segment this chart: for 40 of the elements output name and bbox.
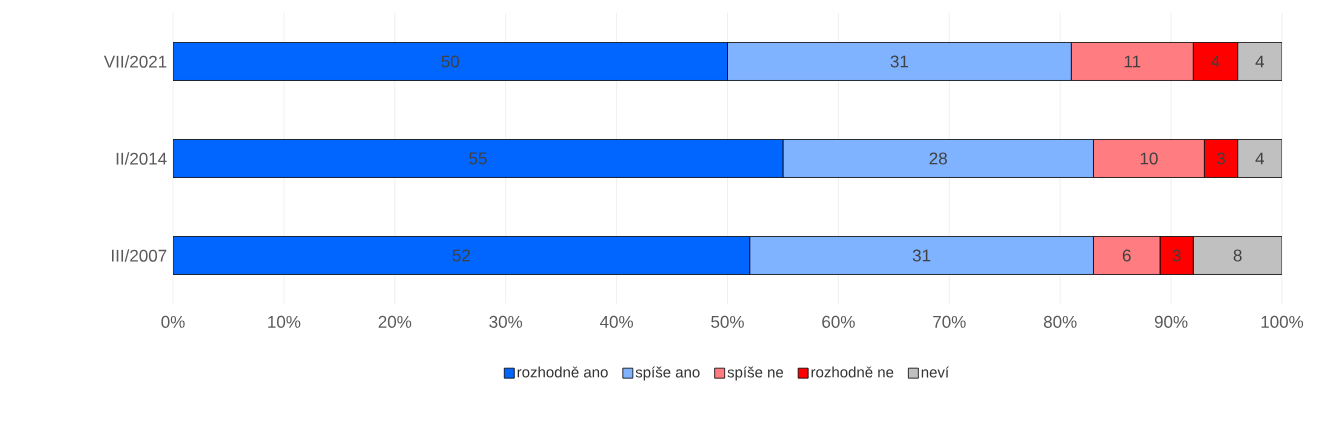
- data-label: 4: [1211, 55, 1220, 68]
- bar: [1237, 139, 1282, 178]
- data-label: 10: [1140, 152, 1158, 165]
- data-label: 31: [912, 249, 931, 262]
- data-label: 3: [1172, 249, 1181, 262]
- x-tick-label: 80%: [1043, 315, 1077, 328]
- data-label: 4: [1255, 152, 1265, 165]
- legend-label: rozhodně ne: [811, 366, 894, 378]
- x-tick-label: 60%: [822, 315, 855, 328]
- data-label: 3: [1216, 152, 1225, 165]
- x-tick-label: 70%: [933, 315, 966, 328]
- x-tick-label: 20%: [378, 315, 412, 328]
- x-tick-label: 90%: [1154, 315, 1188, 328]
- y-tick-label: III/2007: [112, 249, 167, 262]
- bar: [1192, 236, 1282, 275]
- legend-label: rozhodně ano: [517, 366, 608, 378]
- data-label: 28: [929, 152, 947, 165]
- data-label: 31: [890, 55, 909, 68]
- x-tick-label: 100%: [1261, 315, 1304, 328]
- data-label: 11: [1124, 55, 1141, 68]
- bar: [1237, 42, 1282, 81]
- data-label: 52: [452, 249, 470, 262]
- legend-label: spíše ne: [727, 366, 784, 381]
- y-tick-label: II/2014: [116, 152, 167, 165]
- data-label: 50: [441, 55, 460, 68]
- data-label: 55: [469, 152, 487, 165]
- x-tick-label: 30%: [489, 315, 523, 328]
- data-label: 6: [1122, 249, 1131, 262]
- data-label: 8: [1233, 249, 1242, 262]
- bar: [173, 42, 728, 81]
- bar: [173, 236, 751, 275]
- bar: [173, 139, 784, 178]
- x-tick-label: 40%: [599, 315, 633, 328]
- x-tick-label: 10%: [268, 315, 301, 328]
- y-tick-label: VII/2021: [103, 55, 167, 68]
- x-tick-label: 0%: [161, 315, 185, 328]
- legend-label: neví: [921, 366, 950, 378]
- data-label: 4: [1255, 55, 1265, 68]
- x-tick-label: 50%: [711, 315, 744, 328]
- legend-label: spíše ano: [635, 366, 700, 381]
